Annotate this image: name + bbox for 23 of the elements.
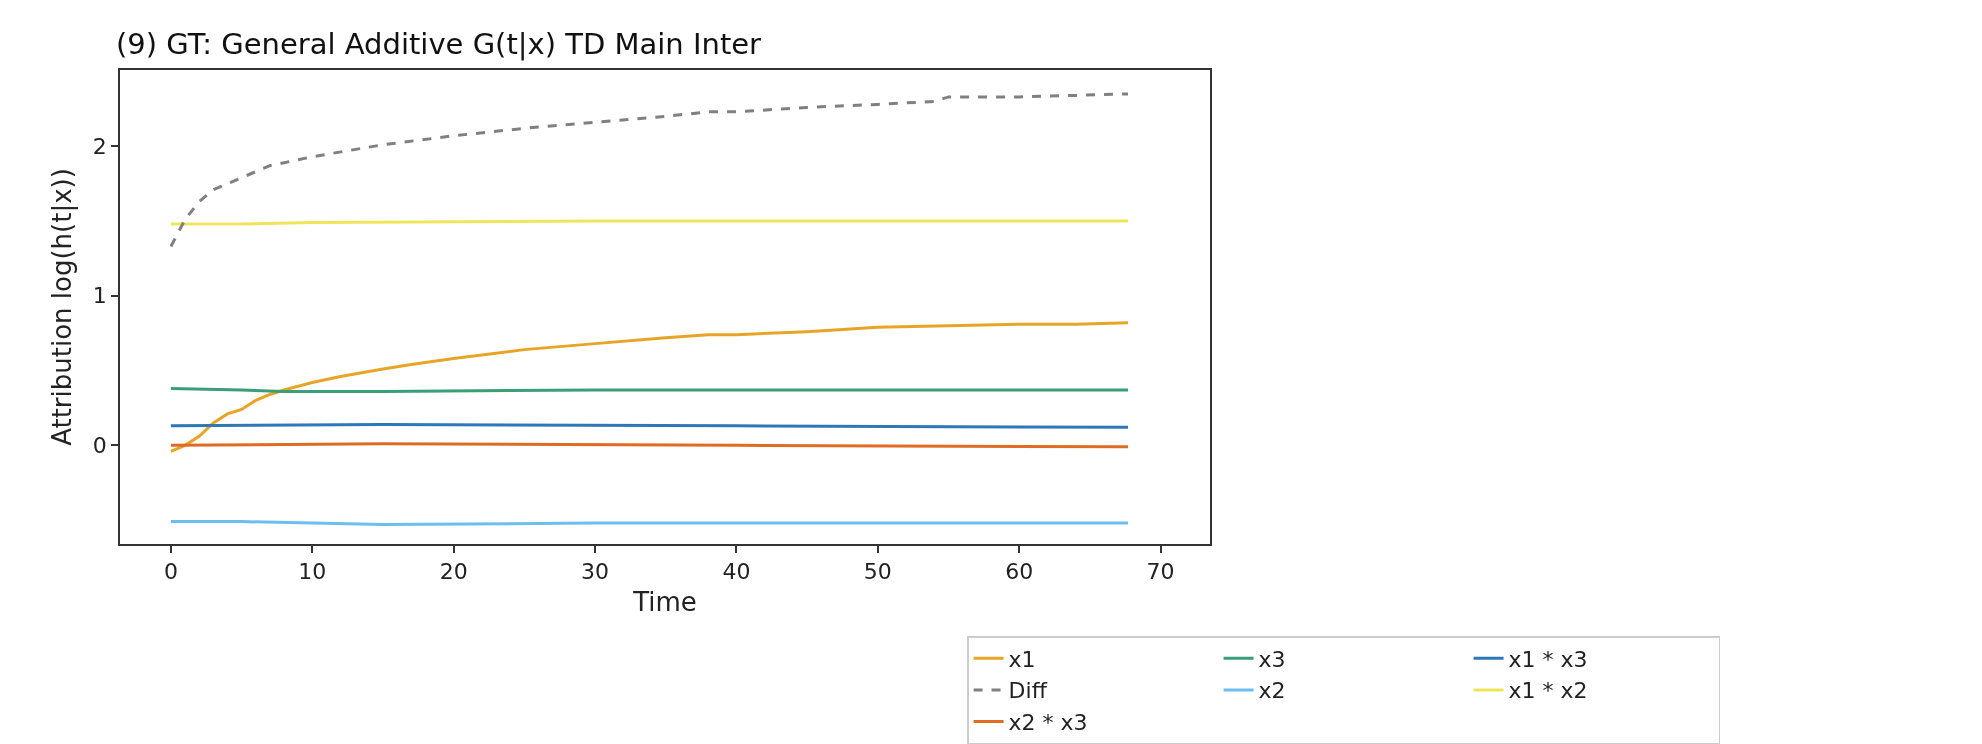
legend-label: x2 * x3: [1008, 710, 1088, 736]
y-tick-label: 0: [92, 433, 107, 459]
x-tick-label: 0: [163, 559, 178, 585]
line-series: [169, 92, 1130, 248]
x-tick-label: 50: [863, 559, 892, 585]
x-tick-label: 20: [439, 559, 468, 585]
legend-label: x1 * x3: [1508, 646, 1588, 672]
legend-label: x3: [1258, 646, 1286, 672]
legend-label: x2: [1258, 678, 1286, 704]
legend-label: Diff: [1008, 678, 1048, 704]
x-tick-label: 40: [722, 559, 751, 585]
line-series: [169, 321, 1130, 453]
x-tick-label: 10: [298, 559, 327, 585]
x-tick-label: 70: [1146, 559, 1175, 585]
y-axis-title: Attribution log(h(t|x)): [46, 168, 78, 446]
chart-title: (9) GT: General Additive G(t|x) TD Main Inter: [116, 26, 762, 61]
y-tick-label: 1: [92, 283, 107, 309]
x-tick-label: 60: [1005, 559, 1034, 585]
x-axis-title: Time: [632, 587, 697, 618]
x-tick-label: 30: [581, 559, 610, 585]
legend-label: x1: [1008, 646, 1036, 672]
y-tick-label: 2: [92, 133, 107, 159]
legend-label: x1 * x2: [1508, 678, 1588, 704]
